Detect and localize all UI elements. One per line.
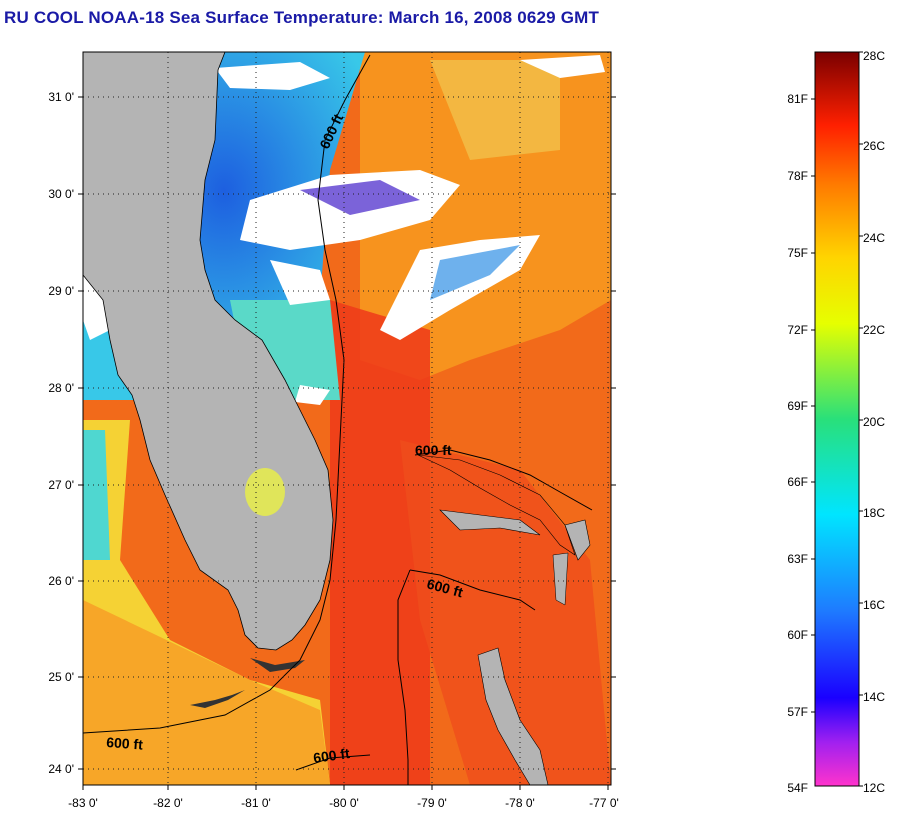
colorbar-gradient bbox=[814, 51, 860, 787]
isobath-label: 600 ft bbox=[312, 745, 351, 766]
isobath-lines bbox=[83, 54, 593, 785]
lon-label: -83 0' bbox=[68, 796, 98, 810]
colorbar-c-label: 14C bbox=[863, 690, 885, 704]
colorbar-c-label: 12C bbox=[863, 781, 885, 795]
lat-label: 31 0' bbox=[48, 90, 74, 104]
graticule bbox=[83, 52, 611, 785]
lon-label: -78 0' bbox=[505, 796, 535, 810]
tick-marks bbox=[78, 96, 616, 790]
map-title: RU COOL NOAA-18 Sea Surface Temperature:… bbox=[4, 8, 600, 27]
fahrenheit-labels: 81F 78F 75F 72F 69F 66F 63F 60F 57F 54F bbox=[787, 92, 808, 795]
lon-label: -77 0' bbox=[589, 796, 619, 810]
colorbar-c-label: 20C bbox=[863, 415, 885, 429]
colorbar-c-label: 28C bbox=[863, 49, 885, 63]
lon-label: -81 0' bbox=[241, 796, 271, 810]
colorbar-f-label: 69F bbox=[787, 399, 808, 413]
lat-label: 26 0' bbox=[48, 574, 74, 588]
land-mass bbox=[83, 52, 591, 785]
colorbar-c-label: 16C bbox=[863, 598, 885, 612]
lon-label: -79 0' bbox=[417, 796, 447, 810]
longitude-labels: -83 0' -82 0' -81 0' -80 0' -79 0' -78 0… bbox=[68, 796, 619, 810]
colorbar-f-label: 75F bbox=[787, 246, 808, 260]
celsius-labels: 28C 26C 24C 22C 20C 18C 16C 14C 12C bbox=[863, 49, 885, 795]
colorbar: 81F 78F 75F 72F 69F 66F 63F 60F 57F 54F … bbox=[787, 49, 885, 795]
colorbar-f-label: 72F bbox=[787, 323, 808, 337]
colorbar-c-label: 26C bbox=[863, 139, 885, 153]
colorbar-f-label: 60F bbox=[787, 628, 808, 642]
lat-label: 27 0' bbox=[48, 478, 74, 492]
lat-label: 30 0' bbox=[48, 187, 74, 201]
colorbar-f-label: 54F bbox=[787, 781, 808, 795]
lat-label: 29 0' bbox=[48, 284, 74, 298]
colorbar-f-label: 78F bbox=[787, 169, 808, 183]
map-frame bbox=[82, 51, 612, 786]
colorbar-c-label: 18C bbox=[863, 506, 885, 520]
isobath-label: 600 ft bbox=[415, 442, 452, 458]
colorbar-c-label: 24C bbox=[863, 231, 885, 245]
lon-label: -82 0' bbox=[153, 796, 183, 810]
colorbar-f-label: 63F bbox=[787, 552, 808, 566]
lat-label: 28 0' bbox=[48, 381, 74, 395]
colorbar-f-label: 57F bbox=[787, 705, 808, 719]
lat-label: 24 0' bbox=[48, 762, 74, 776]
colorbar-f-label: 66F bbox=[787, 475, 808, 489]
colorbar-f-label: 81F bbox=[787, 92, 808, 106]
colorbar-c-label: 22C bbox=[863, 323, 885, 337]
isobath-label: 600 ft bbox=[106, 734, 144, 753]
lon-label: -80 0' bbox=[329, 796, 359, 810]
lat-label: 25 0' bbox=[48, 670, 74, 684]
latitude-labels: 31 0' 30 0' 29 0' 28 0' 27 0' 26 0' 25 0… bbox=[48, 90, 74, 776]
